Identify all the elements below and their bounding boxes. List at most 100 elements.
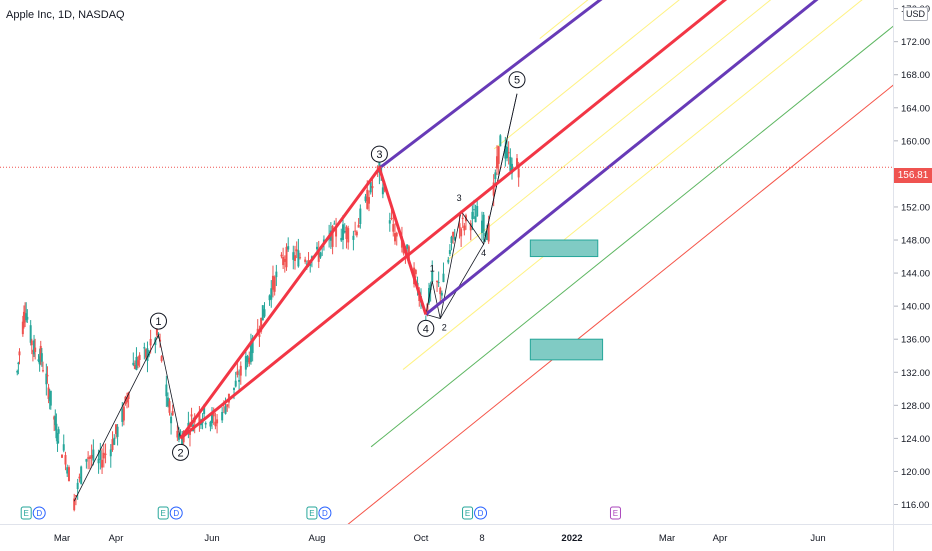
wave-channel-minor (425, 93, 518, 320)
candle-body (474, 216, 477, 223)
candle-body (359, 208, 362, 224)
candle-body (47, 387, 50, 400)
earnings-marker (306, 506, 318, 520)
earnings-marker-label: E (24, 509, 29, 518)
candle-body (275, 271, 278, 278)
price-tick-label: 128.00 (901, 401, 930, 412)
target-zone (529, 239, 599, 258)
candle-body (133, 365, 136, 369)
time-tick-label: Mar (54, 533, 70, 544)
candle-body (335, 225, 338, 237)
candle-body (309, 263, 312, 266)
candle-body (472, 209, 475, 211)
candle-body (340, 237, 343, 241)
candle-body (496, 156, 498, 169)
candle-body (376, 166, 379, 169)
candle-body (251, 337, 254, 354)
candle-body (299, 257, 302, 259)
candle-body (160, 356, 163, 361)
price-tick-label: 152.00 (901, 202, 930, 213)
candle-body (236, 371, 239, 375)
candle-body (395, 232, 398, 237)
price-axis[interactable]: 116.00 120.00 124.00 128.00 132.00 136.00 140.… (893, 0, 932, 524)
candle-body (261, 305, 264, 321)
candle-body (317, 251, 320, 262)
candle-body (392, 224, 395, 232)
target-zones (529, 239, 604, 361)
candle-body (233, 387, 236, 391)
candle-body (517, 168, 520, 178)
earnings-marker (157, 506, 169, 520)
wave-label-major: 4 (423, 323, 429, 335)
candle-body (280, 254, 283, 257)
candle-body (190, 414, 193, 417)
candle-body (402, 245, 405, 254)
candle-body (25, 313, 28, 321)
candle-body (73, 498, 76, 511)
candle-body (138, 354, 141, 361)
candle-body (292, 252, 295, 260)
candle-body (331, 225, 334, 247)
candle-body (30, 340, 33, 346)
candle-body (469, 223, 472, 231)
dividend-marker (318, 506, 332, 520)
candle-body (263, 309, 266, 317)
candle-body (368, 197, 370, 204)
time-tick-label: Mar (659, 533, 675, 544)
currency-badge[interactable]: USD (903, 7, 929, 21)
candle-body (157, 333, 160, 335)
candle-body (271, 275, 274, 290)
candle-body (439, 287, 442, 295)
wave-labels: 1 2 3 4 5 1 2 3 4 (149, 71, 526, 461)
candle-body (511, 163, 513, 174)
candle-body (16, 370, 19, 373)
candle-body (258, 334, 261, 337)
pitchfork-fib-lines (347, 0, 893, 524)
candle-body (516, 158, 518, 168)
candle-body (406, 244, 409, 249)
candle-body (234, 380, 237, 387)
candle-body (216, 419, 219, 424)
candle-body (179, 434, 182, 437)
candle-body (270, 288, 273, 300)
candle-body (137, 360, 140, 366)
candle-body (442, 273, 445, 283)
dividend-marker-label: D (36, 509, 42, 518)
wave-label-major: 2 (177, 447, 183, 459)
price-tick-label: 160.00 (901, 136, 930, 147)
wave-label-minor: 4 (481, 248, 486, 258)
candle-body (24, 313, 27, 316)
candle-body (39, 345, 42, 360)
candle-body (166, 397, 169, 407)
earnings-marker-label: E (161, 509, 166, 518)
candle-body (482, 214, 485, 232)
candle-body (155, 327, 158, 336)
candle-body (78, 476, 81, 479)
candle-body (354, 230, 357, 232)
candle-body (209, 421, 212, 427)
candle-body (135, 357, 138, 370)
candle-body (246, 355, 249, 363)
candle-body (109, 449, 112, 457)
candle-body (494, 172, 497, 180)
candle-body (126, 397, 129, 403)
symbol-title: Apple Inc, 1D, NASDAQ (4, 9, 127, 21)
candle-body (428, 287, 431, 303)
candle-body (295, 249, 298, 252)
candle-body (238, 379, 241, 382)
candle-body (54, 416, 57, 426)
wave-label-circle (508, 71, 526, 89)
candle-body (41, 370, 44, 372)
candle-body (492, 182, 495, 196)
price-tick-label: 168.00 (901, 70, 930, 81)
candle-body (64, 455, 67, 465)
axis-corner (893, 524, 932, 551)
candle-body (506, 146, 508, 159)
candle-body (99, 450, 102, 460)
candle-body (293, 255, 296, 261)
candle-body (40, 353, 43, 362)
candle-body (90, 454, 93, 459)
time-axis[interactable]: Mar Apr Jun Aug Oct 8 2022 Mar Apr Jun (0, 524, 893, 551)
